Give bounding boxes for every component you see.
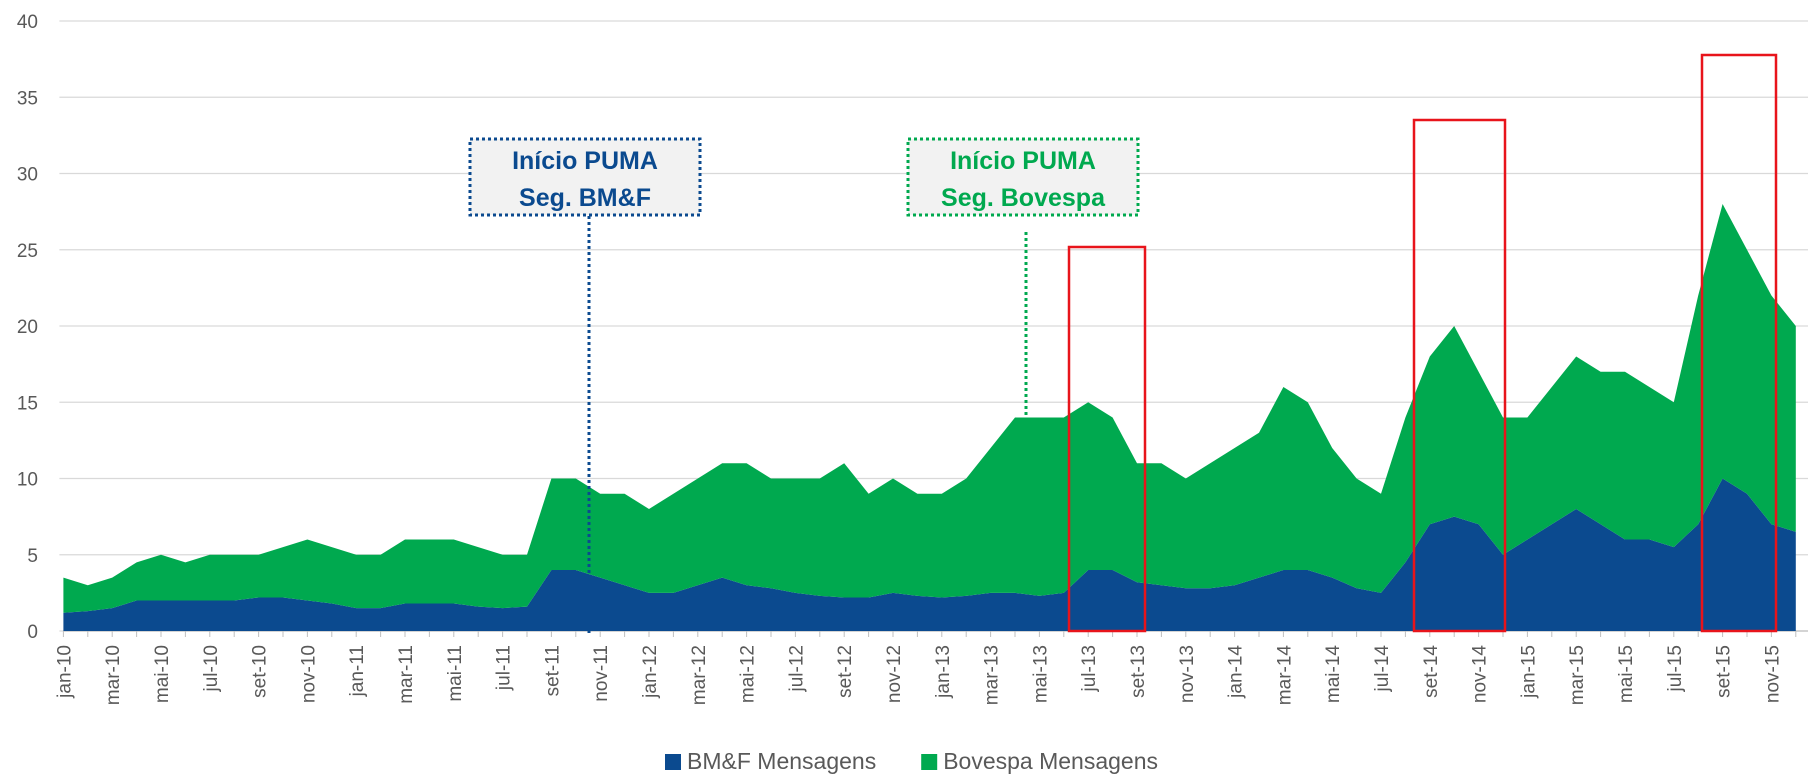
legend-swatch	[921, 754, 938, 770]
legend-swatch	[665, 754, 681, 770]
x-tick-label: nov-11	[591, 645, 612, 702]
x-tick-label: set-10	[250, 645, 271, 698]
x-tick-label: jan-15	[1518, 645, 1539, 699]
highlight-box	[1412, 118, 1507, 633]
x-tick-label: mar-12	[689, 645, 710, 705]
x-tick-label: set-15	[1714, 645, 1735, 698]
x-tick-label: set-13	[1128, 645, 1149, 698]
x-tick-label: mai-14	[1323, 645, 1344, 704]
annotation-text: Seg. BM&F	[519, 184, 651, 212]
x-tick-label: mai-13	[1030, 645, 1051, 703]
x-tick-label: jan-12	[640, 645, 661, 699]
x-tick-label: jan-13	[933, 645, 954, 699]
y-tick-label: 0	[27, 622, 38, 643]
x-tick-label: mar-14	[1274, 645, 1295, 706]
x-tick-label: mai-10	[152, 645, 173, 703]
highlight-box	[1067, 245, 1147, 633]
annotation-text: Início PUMA	[512, 147, 658, 175]
annotation-box	[906, 137, 1140, 217]
x-tick-label: jul-14	[1372, 645, 1393, 693]
x-tick-label: set-14	[1421, 645, 1442, 698]
area	[63, 204, 1796, 613]
x-tick-label: set-12	[835, 645, 856, 698]
annotation-text: Início PUMA	[950, 147, 1096, 175]
x-tick-label: jul-15	[1665, 645, 1686, 692]
x-tick-label: nov-12	[884, 645, 905, 703]
y-tick-label: 30	[17, 165, 38, 186]
x-tick-label: jul-13	[1079, 645, 1100, 692]
x-tick-label: mai-12	[738, 645, 759, 703]
x-tick-label: mar-11	[396, 645, 417, 704]
highlight-box	[1700, 53, 1778, 633]
x-tick-label: jan-14	[1226, 645, 1247, 699]
x-tick-label: nov-15	[1762, 645, 1783, 703]
x-tick-label: nov-14	[1470, 645, 1491, 704]
y-tick-label: 40	[17, 12, 38, 33]
area	[63, 478, 1796, 631]
y-tick-label: 35	[17, 88, 38, 109]
x-tick-label: jan-11	[347, 645, 368, 697]
y-tick-label: 5	[27, 546, 38, 567]
x-tick-label: jul-12	[786, 645, 807, 692]
x-tick-label: jul-10	[201, 645, 222, 692]
x-tick-label: mar-10	[103, 645, 124, 705]
x-tick-label: nov-13	[1177, 645, 1198, 703]
legend-label: BM&F Mensagens	[687, 748, 876, 774]
x-tick-label: mar-13	[982, 645, 1003, 705]
annotation-text: Seg. Bovespa	[941, 184, 1106, 212]
x-tick-label: mar-15	[1567, 645, 1588, 705]
x-tick-label: jan-10	[54, 645, 75, 699]
x-tick-label: nov-10	[298, 645, 319, 703]
overlay	[468, 53, 1778, 634]
labels: 0 5 10 15 20 25 30 35 40 jan-10 mar-10 mai-10 jul-10…	[17, 12, 1784, 774]
x-tick-label: mai-11	[445, 645, 466, 702]
y-tick-label: 20	[17, 317, 38, 338]
y-tick-label: 10	[17, 470, 38, 491]
x-tick-label: mai-15	[1616, 645, 1637, 703]
annotation-box	[468, 137, 702, 217]
y-tick-label: 25	[17, 241, 38, 262]
x-tick-label: set-11	[542, 645, 563, 696]
y-tick-label: 15	[17, 393, 38, 414]
areas	[63, 204, 1796, 631]
x-tick-label: jul-11	[494, 645, 515, 691]
legend-label: Bovespa Mensagens	[943, 748, 1158, 774]
